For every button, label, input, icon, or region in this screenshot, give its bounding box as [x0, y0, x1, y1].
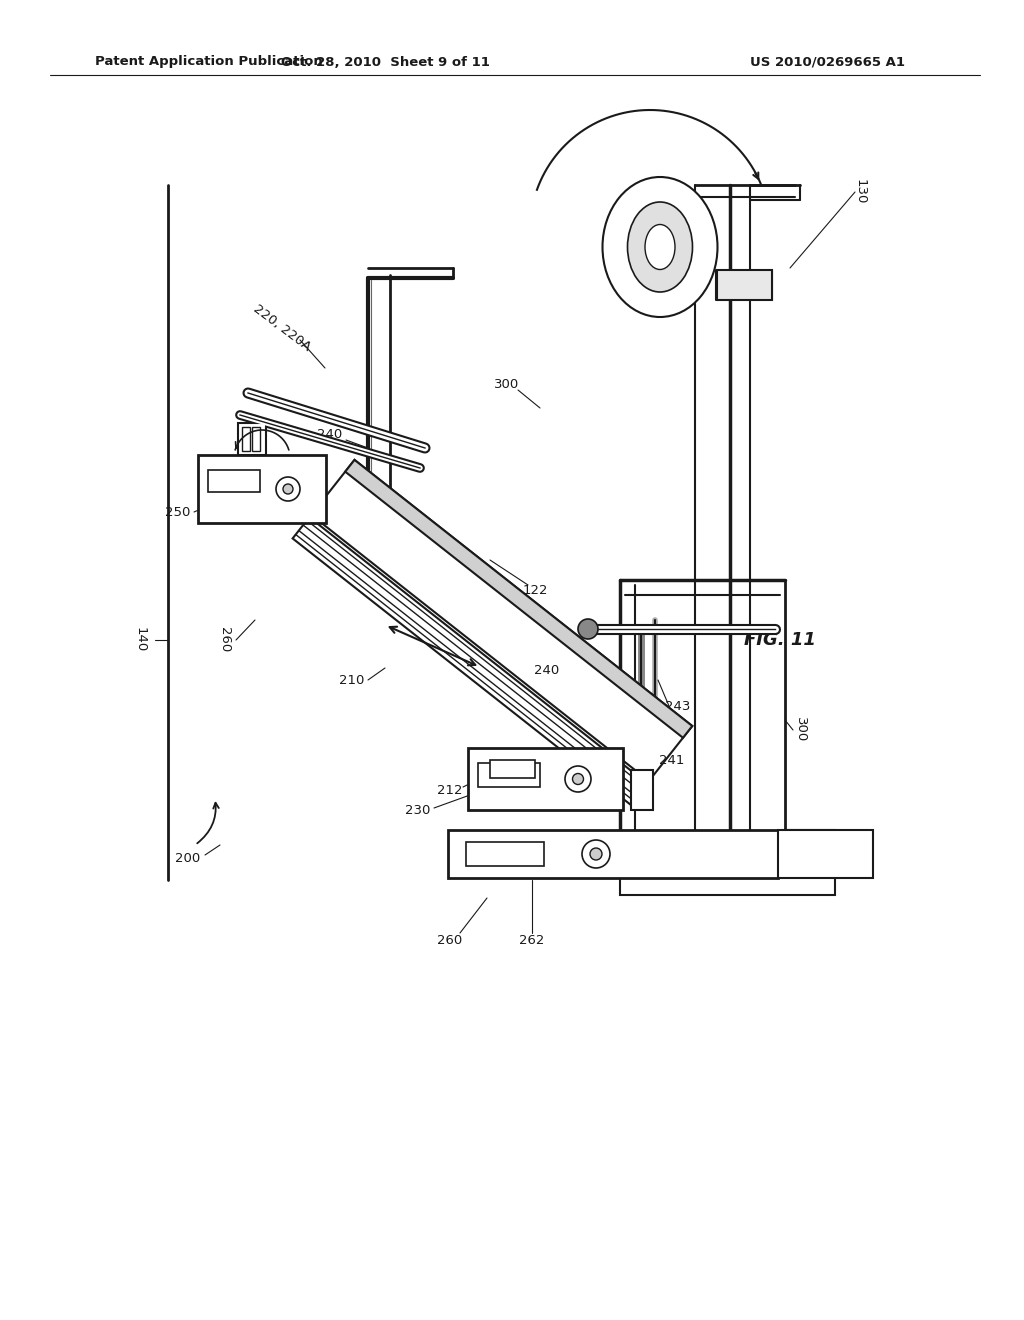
Text: 230: 230 [406, 804, 431, 817]
Text: 240: 240 [535, 664, 560, 676]
Bar [242, 426, 250, 451]
Polygon shape [311, 459, 692, 781]
Text: Patent Application Publication: Patent Application Publication [95, 55, 323, 69]
Ellipse shape [645, 224, 675, 269]
Bar [778, 830, 873, 878]
Text: 250: 250 [165, 506, 190, 519]
Bar [238, 422, 266, 455]
Text: US 2010/0269665 A1: US 2010/0269665 A1 [750, 55, 905, 69]
Ellipse shape [582, 840, 610, 869]
Bar [466, 842, 544, 866]
Text: 210: 210 [339, 673, 365, 686]
Text: 130: 130 [853, 180, 866, 205]
Text: 262: 262 [519, 933, 545, 946]
Bar [208, 470, 260, 492]
Polygon shape [345, 459, 692, 738]
Bar [198, 455, 326, 523]
Text: 243: 243 [666, 700, 690, 713]
Text: 300: 300 [794, 717, 807, 743]
Ellipse shape [276, 477, 300, 502]
Text: 140: 140 [133, 627, 146, 652]
Ellipse shape [628, 202, 692, 292]
Polygon shape [293, 517, 647, 805]
Bar [785, 830, 835, 875]
Text: 241: 241 [659, 754, 685, 767]
Text: Oct. 28, 2010  Sheet 9 of 11: Oct. 28, 2010 Sheet 9 of 11 [281, 55, 489, 69]
Ellipse shape [590, 847, 602, 861]
Ellipse shape [602, 177, 718, 317]
Bar [252, 426, 260, 451]
Text: 200: 200 [175, 851, 201, 865]
Bar [631, 770, 653, 810]
Text: 260: 260 [437, 933, 463, 946]
Bar [490, 760, 535, 777]
Text: FIG. 11: FIG. 11 [744, 631, 816, 649]
Bar [717, 271, 772, 300]
Text: 122: 122 [522, 583, 548, 597]
Text: 300: 300 [495, 379, 519, 392]
Text: 240: 240 [317, 429, 343, 441]
Ellipse shape [565, 766, 591, 792]
Text: 260: 260 [218, 627, 231, 652]
Ellipse shape [283, 484, 293, 494]
Bar [468, 748, 623, 810]
Bar [478, 763, 540, 787]
Ellipse shape [572, 774, 584, 784]
Text: 212: 212 [437, 784, 463, 796]
Ellipse shape [578, 619, 598, 639]
Text: 220, 220A: 220, 220A [251, 302, 313, 354]
Bar [620, 875, 835, 895]
Bar [449, 830, 778, 878]
